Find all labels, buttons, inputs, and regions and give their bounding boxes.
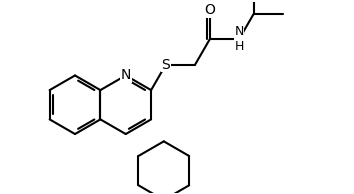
Text: O: O [204,3,215,17]
Text: N: N [121,68,131,82]
Text: N
H: N H [234,25,244,53]
Text: S: S [161,58,170,72]
